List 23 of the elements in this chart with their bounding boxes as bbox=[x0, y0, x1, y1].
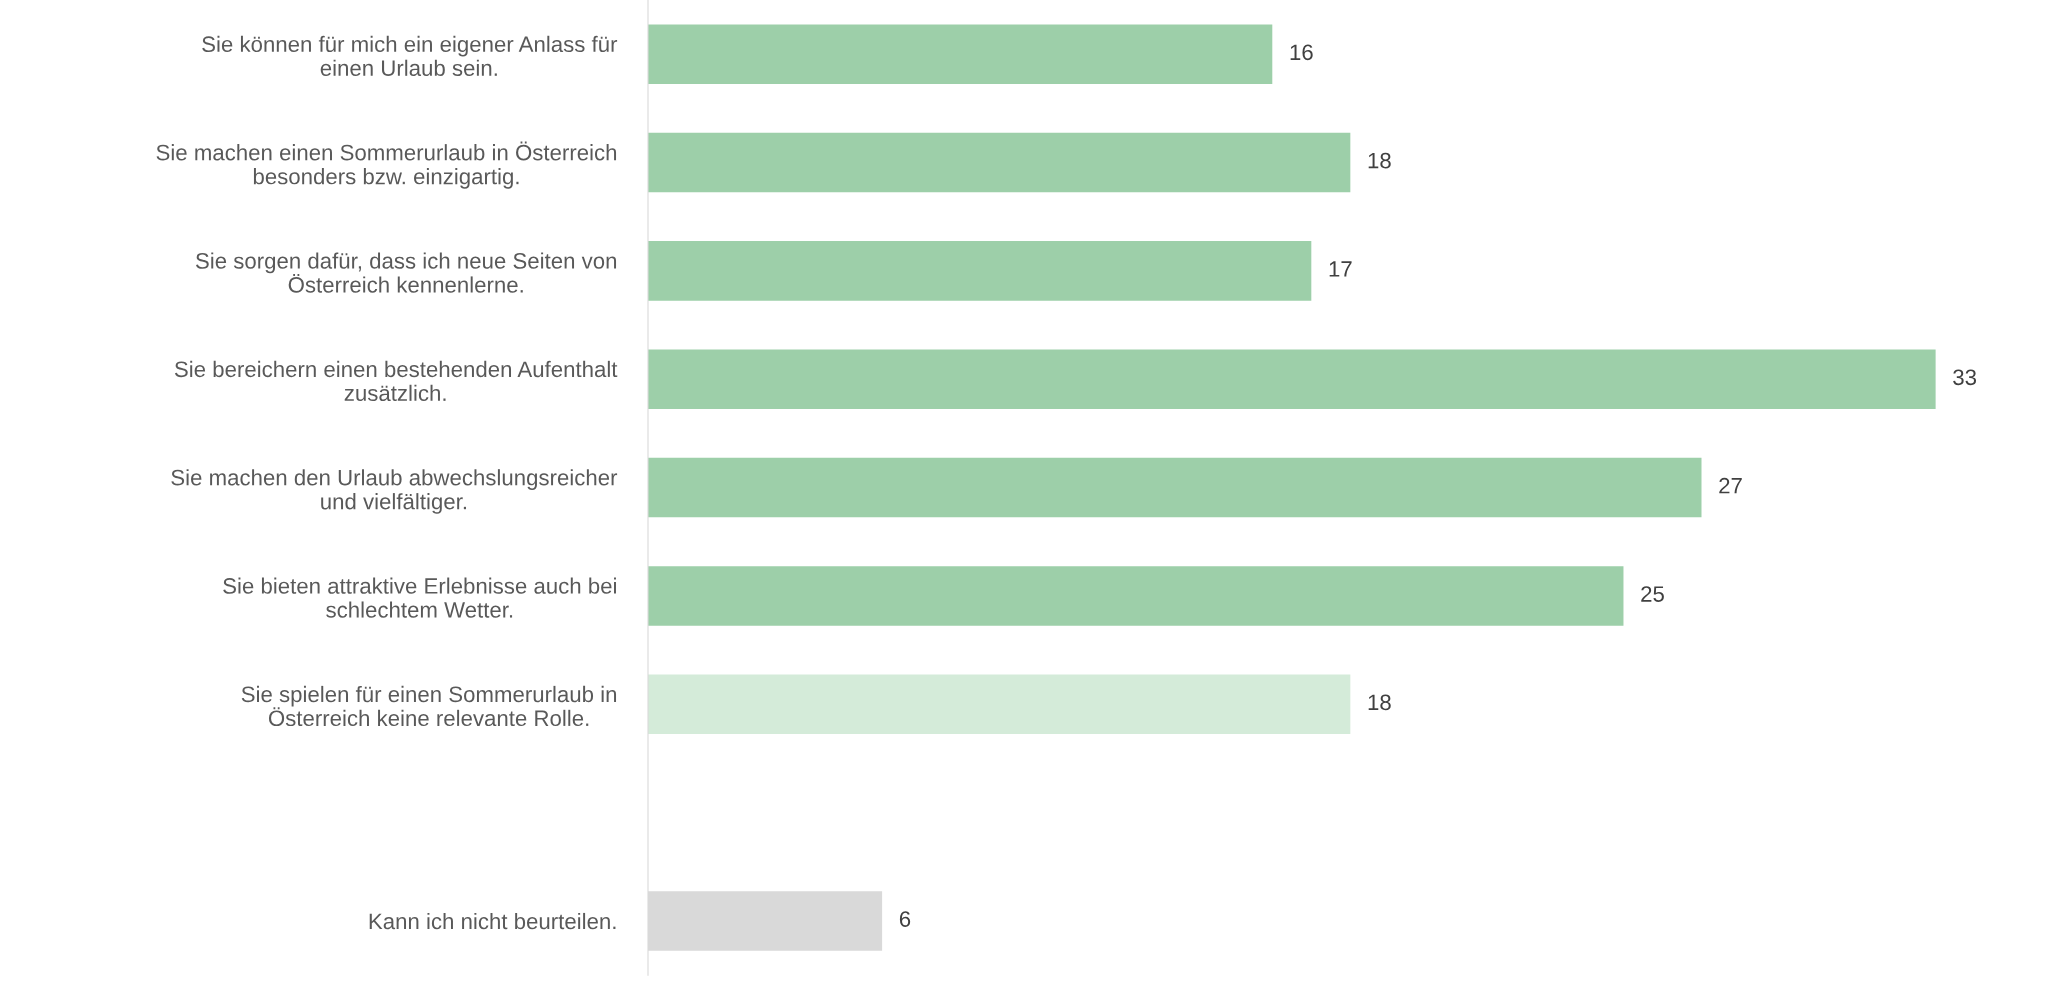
bar bbox=[648, 457, 1702, 518]
y-tick-label: Sie spielen für einen Sommerurlaub in Österreich keine relevante Rolle. bbox=[241, 685, 617, 727]
bar bbox=[648, 674, 1351, 735]
data-label: 18 bbox=[1368, 694, 1391, 711]
y-tick-label: Sie machen einen Sommerurlaub in Österreich besonders bzw. einzigartig. bbox=[156, 141, 617, 189]
y-tick-label: Kann ich nicht beurteilen. bbox=[369, 912, 616, 930]
data-label: 17 bbox=[1329, 261, 1352, 277]
bar bbox=[648, 24, 1273, 84]
bar bbox=[648, 566, 1624, 626]
bar bbox=[648, 349, 1936, 410]
data-label: 16 bbox=[1290, 44, 1313, 61]
data-label: 6 bbox=[899, 911, 911, 927]
data-label: 18 bbox=[1368, 152, 1391, 169]
y-tick-label: Sie bereichern einen bestehenden Aufenthalt zusätzlich. bbox=[174, 360, 618, 402]
data-label: 33 bbox=[1953, 369, 1977, 386]
data-label: 27 bbox=[1719, 477, 1742, 494]
y-tick-label: Sie bieten attraktive Erlebnisse auch bei schlechtem Wetter. bbox=[223, 577, 616, 618]
bar bbox=[648, 132, 1351, 193]
y-tick-label: Sie sorgen dafür, dass ich neue Seiten von Österreich kennenlerne. bbox=[195, 252, 617, 293]
y-tick-label: Sie machen den Urlaub abwechslungsreicher und vielfältiger. bbox=[171, 469, 618, 514]
data-label: 25 bbox=[1641, 586, 1664, 602]
y-tick-label: Sie können für mich ein eigener Anlass für einen Urlaub sein. bbox=[202, 35, 618, 77]
bar bbox=[648, 241, 1312, 301]
